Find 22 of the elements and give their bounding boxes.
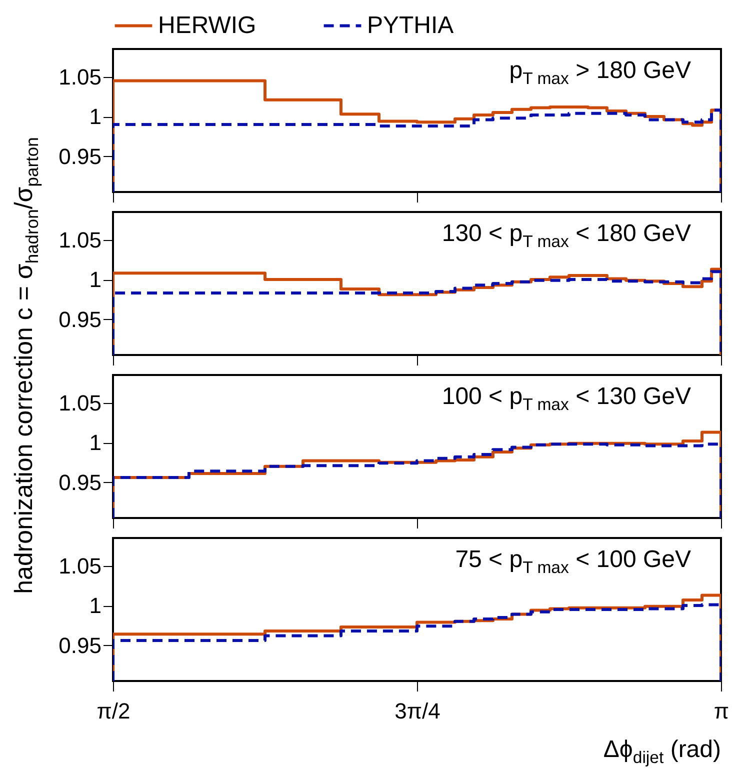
x-tick-label: π/2 bbox=[96, 698, 130, 724]
y-tick-label: 0.95 bbox=[58, 306, 102, 332]
y-tick-label: 1.05 bbox=[58, 64, 102, 90]
y-tick-label: 1 bbox=[89, 430, 102, 456]
y-tick-label: 1.05 bbox=[58, 390, 102, 416]
y-tick-label: 1 bbox=[89, 267, 102, 292]
x-tick-label: π bbox=[714, 698, 730, 724]
y-tick-label: 1.05 bbox=[58, 553, 102, 578]
x-axis-title: Δϕ$_{dijet}$ (rad) bbox=[603, 736, 721, 768]
x-tick-label: 3π/4 bbox=[394, 698, 440, 724]
y-tick-label: 0.95 bbox=[58, 470, 102, 495]
annotation: p$_{T max}$ > 180 GeV bbox=[509, 57, 691, 89]
y-tick-label: 0.95 bbox=[58, 632, 102, 658]
y-tick-label: 0.95 bbox=[58, 144, 102, 169]
y-tick-label: 1 bbox=[89, 593, 102, 618]
legend-label: HERWIG bbox=[158, 12, 256, 39]
legend-label: PYTHIA bbox=[367, 12, 454, 39]
annotation: 100 < p$_{T max}$ < 130 GeV bbox=[442, 383, 691, 415]
annotation: 75 < p$_{T max}$ < 100 GeV bbox=[455, 546, 691, 578]
annotation: 130 < p$_{T max}$ < 180 GeV bbox=[442, 220, 691, 252]
y-tick-label: 1 bbox=[89, 104, 102, 130]
y-tick-label: 1.05 bbox=[58, 227, 102, 252]
